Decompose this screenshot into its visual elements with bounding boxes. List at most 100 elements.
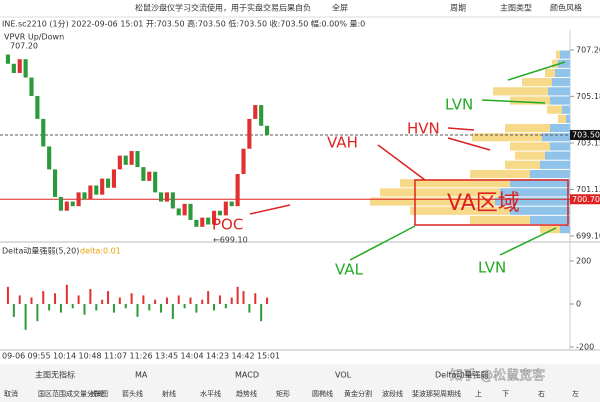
delta-bar (59, 304, 62, 313)
indicator-button[interactable]: 主图无指标 (35, 370, 75, 380)
tool-button[interactable]: 右 (538, 389, 545, 398)
candle (70, 201, 75, 207)
menu[interactable]: 周期 (450, 4, 466, 13)
delta-bar (195, 304, 198, 313)
fullscreen-button[interactable]: 全屏 (332, 3, 348, 13)
delta-bar (142, 295, 145, 305)
vpvr-up (400, 179, 510, 188)
vpvr-down (550, 96, 570, 105)
candle (129, 151, 134, 165)
indicator-button[interactable]: MA (135, 371, 148, 380)
candle (94, 185, 99, 195)
delta-bar (266, 297, 269, 305)
y-tick-label: 699.10 (576, 232, 600, 241)
watermark: 知乎 @松鼠宽客 (450, 368, 545, 384)
candle (117, 155, 122, 170)
tool-button[interactable]: 上 (475, 389, 482, 398)
vpvr-up (470, 169, 530, 179)
x-tick-label: 14:23 (206, 352, 229, 361)
delta-bar (242, 291, 245, 305)
delta-bar (24, 304, 27, 330)
high-note: 707.20 (10, 42, 38, 51)
delta-bar (30, 297, 33, 305)
tool-button[interactable]: 箭头线 (122, 389, 143, 398)
x-tick-label: 14:42 (232, 352, 255, 361)
vpvr-up (470, 215, 530, 225)
candle (223, 201, 228, 216)
low-note: ←699.10 (213, 236, 248, 245)
vpvr-up (472, 133, 542, 142)
y-tick-label: 703.15 (576, 139, 600, 148)
candle (82, 192, 87, 200)
indicator-button[interactable]: Delta动量强弱 (435, 370, 488, 380)
indicator-button[interactable]: MACD (235, 371, 259, 380)
delta-bar (201, 299, 204, 305)
notice: 松鼠沙盘仪学习交流使用，用于实盘交易后果自负 (135, 3, 311, 13)
candle (58, 196, 64, 211)
vpvr-down (530, 169, 570, 179)
candle (105, 178, 111, 188)
tool-button[interactable]: 水平线 (200, 389, 221, 398)
delta-bar (65, 284, 68, 305)
candle (88, 185, 93, 200)
y-tick-label: -200 (576, 342, 594, 351)
delta-bar (148, 304, 151, 311)
delta-bar (154, 299, 157, 305)
tool-button[interactable]: 下 (502, 390, 509, 398)
x-tick-label: 11:07 (104, 352, 127, 361)
candle (47, 146, 52, 170)
vpvr-down (555, 68, 570, 78)
tool-button[interactable]: 趋势线 (236, 389, 257, 398)
delta-bar (124, 304, 127, 309)
x-tick-label: 11:26 (130, 352, 153, 361)
vpvr-down (550, 142, 570, 151)
delta-bar (101, 299, 104, 305)
delta-bar (213, 304, 216, 311)
delta-bar (6, 286, 9, 305)
vpvr-down (560, 50, 570, 59)
candle (194, 219, 199, 227)
candle (41, 118, 46, 147)
candle (5, 54, 11, 64)
delta-bar (165, 297, 168, 305)
arrow (447, 127, 475, 131)
vpvr-up (493, 87, 548, 96)
delta-bar (160, 304, 163, 313)
delta-bar (254, 293, 257, 305)
candle (164, 192, 170, 202)
menu[interactable]: 颜色风格 (550, 3, 582, 13)
candle (29, 77, 34, 96)
indicator-button[interactable]: VOL (335, 371, 352, 380)
x-tick-label: 09:55 (28, 352, 51, 361)
tool-button[interactable]: 左 (572, 389, 579, 398)
delta-bar (77, 295, 80, 305)
tool-button[interactable]: 波段线 (382, 389, 403, 398)
candle (182, 203, 187, 216)
menu[interactable]: 主图类型 (500, 3, 532, 13)
x-tick-label: 14:04 (181, 352, 204, 361)
va-box (414, 179, 569, 226)
vpvr-up (547, 105, 562, 114)
candle (147, 171, 152, 181)
tool-button[interactable]: 圆椭线 (312, 389, 333, 398)
candle (141, 167, 146, 181)
tool-button[interactable]: 线段 (90, 389, 104, 398)
tool-button[interactable]: 斐波那契周期线 (412, 389, 461, 398)
delta-bar (260, 304, 263, 322)
tool-button[interactable]: 矩形 (276, 389, 290, 398)
delta-bar (136, 304, 139, 317)
tool-button[interactable]: 国区范围成交量分布图 (38, 389, 108, 398)
tool-button[interactable]: 黄金分割 (344, 389, 372, 398)
candle (200, 217, 205, 227)
chart-label: VPVR Up/Down (4, 33, 64, 42)
tool-button[interactable]: 取消 (4, 389, 18, 398)
tool-button[interactable]: 射线 (162, 389, 176, 398)
candle (241, 148, 246, 174)
toolbar (0, 364, 600, 402)
annotation: HVN (407, 120, 440, 138)
vpvr-down (545, 151, 570, 160)
delta-bar (71, 304, 74, 309)
candle (11, 63, 16, 73)
x-tick-label: 10:48 (79, 352, 102, 361)
